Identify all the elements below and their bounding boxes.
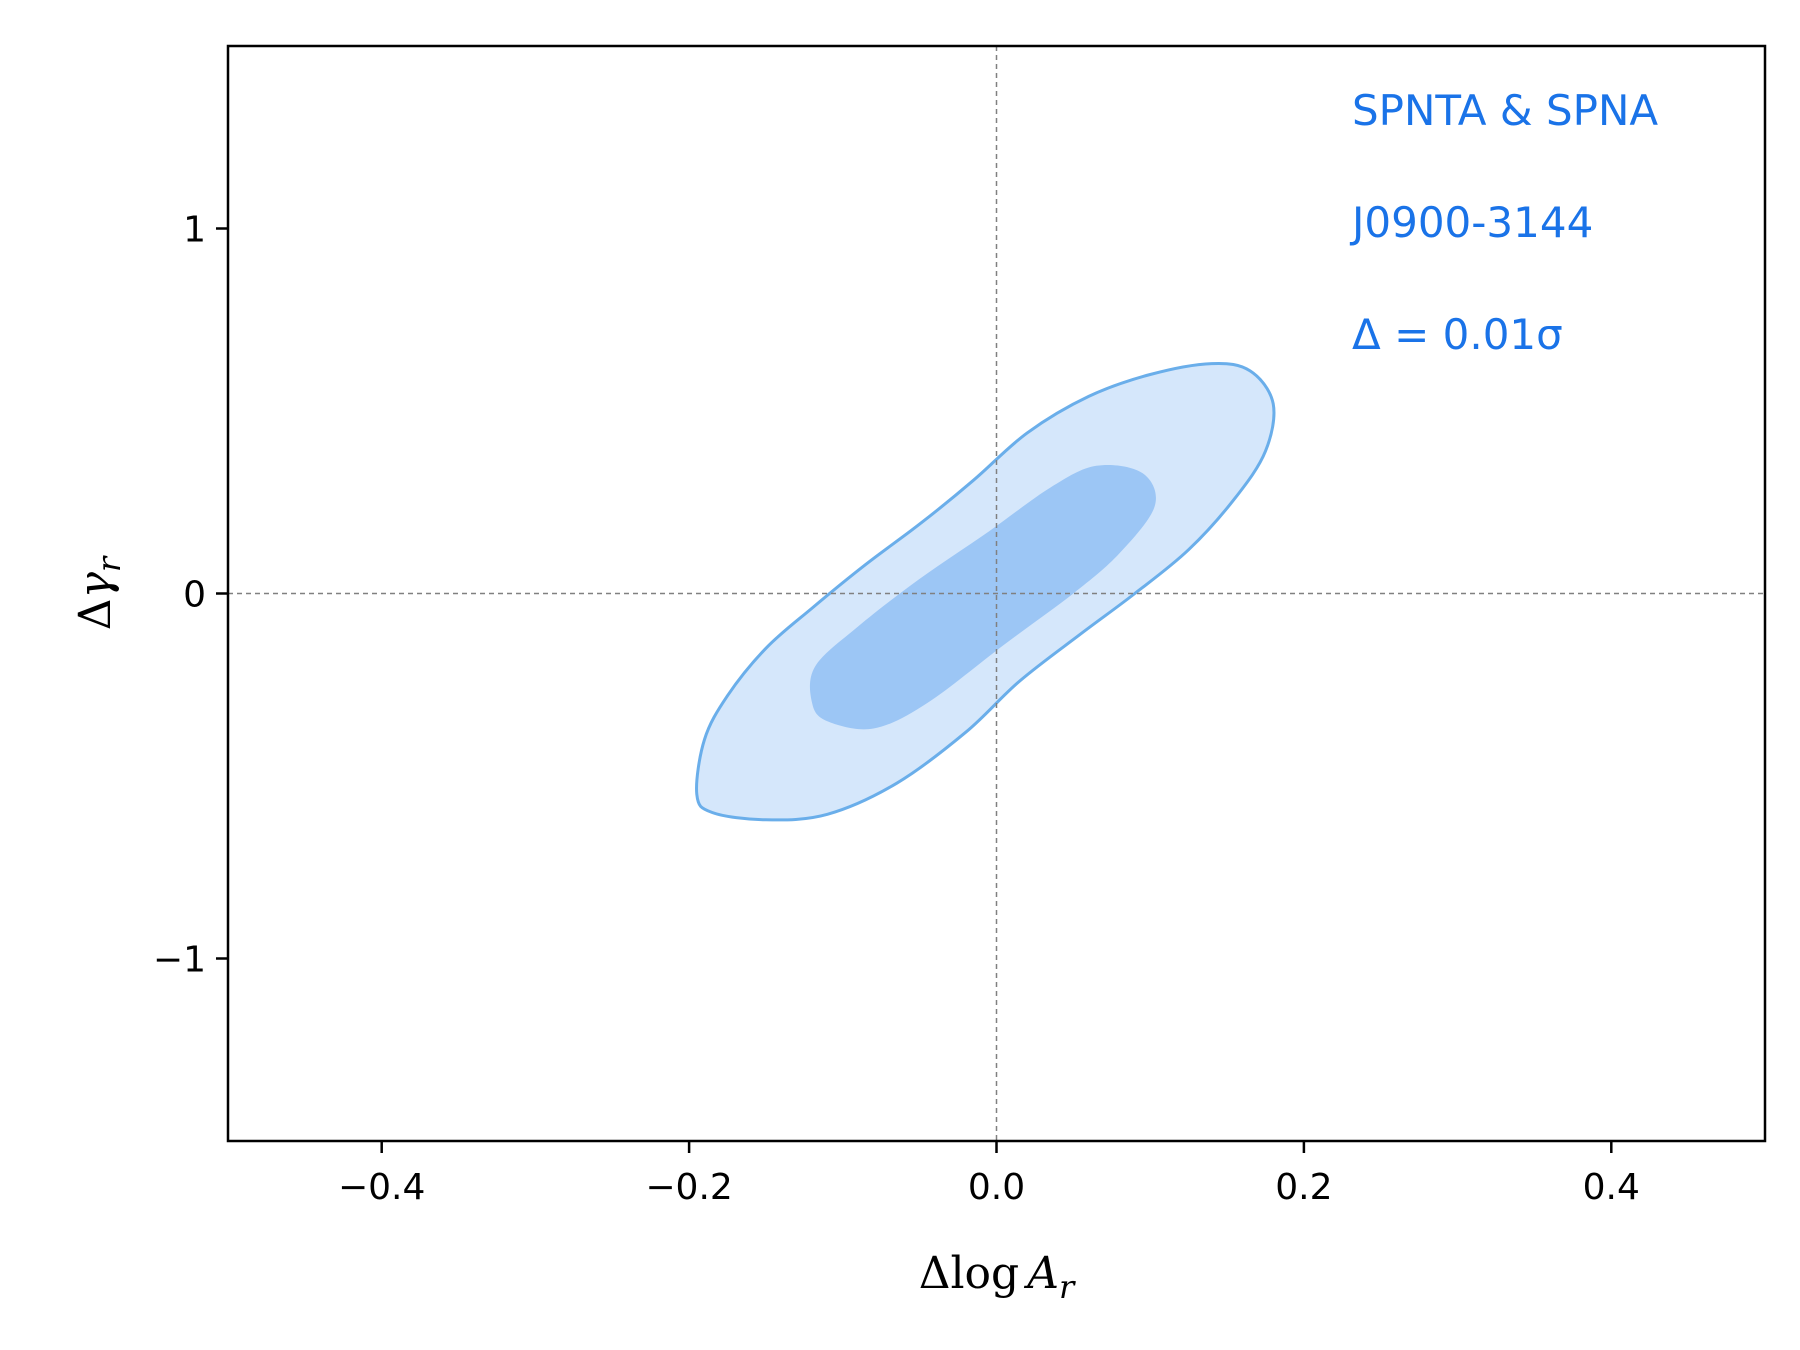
y-tick-label: −1 xyxy=(153,940,206,981)
y-tick-label: 1 xyxy=(183,210,206,251)
x-axis-ticks: −0.4 −0.2 0.0 0.2 0.4 xyxy=(338,1141,1640,1208)
x-tick-label: 0.4 xyxy=(1583,1167,1640,1208)
y-axis-label-var: γ xyxy=(70,571,121,598)
x-axis-label-prefix: Δlog xyxy=(919,1248,1020,1299)
x-tick-label: 0.2 xyxy=(1275,1167,1332,1208)
x-tick-label: 0.0 xyxy=(968,1167,1025,1208)
contour-layer xyxy=(695,361,1276,822)
x-axis-label-var: A xyxy=(1023,1248,1059,1299)
y-axis-label: Δγr xyxy=(70,555,128,630)
x-axis-label-sub: r xyxy=(1059,1268,1076,1306)
y-axis-ticks: −1 0 1 xyxy=(153,210,228,981)
reference-lines xyxy=(228,46,1765,1141)
y-axis-label-prefix: Δ xyxy=(70,598,121,630)
x-axis-label: Δlog Ar xyxy=(919,1248,1076,1306)
y-axis-label-sub: r xyxy=(90,555,128,572)
annotation-line-2: J0900-3144 xyxy=(1349,198,1593,247)
annotation-line-1: SPNTA & SPNA xyxy=(1352,86,1658,135)
contour-inner xyxy=(809,464,1156,730)
y-tick-label: 0 xyxy=(183,575,206,616)
annotations: SPNTA & SPNA J0900-3144 Δ = 0.01σ xyxy=(1349,86,1658,359)
annotation-line-3: Δ = 0.01σ xyxy=(1352,310,1563,359)
x-tick-label: −0.2 xyxy=(645,1167,732,1208)
x-tick-label: −0.4 xyxy=(338,1167,425,1208)
